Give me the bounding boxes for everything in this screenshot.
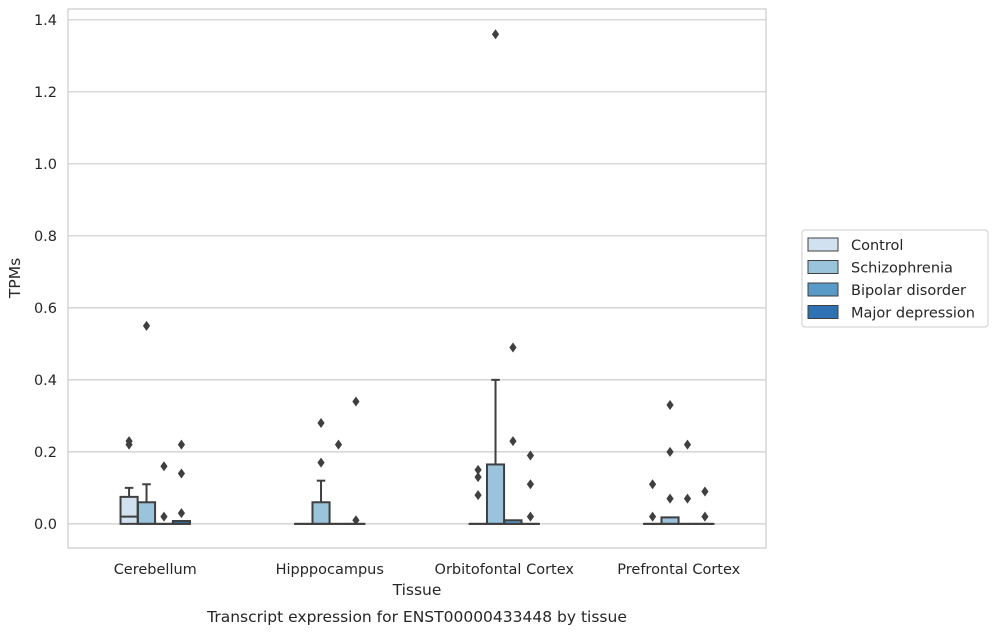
- box-iqr: [311, 501, 331, 525]
- outliers: [125, 29, 709, 526]
- box-control: [119, 486, 139, 525]
- chart-caption: Transcript expression for ENST0000043344…: [206, 608, 627, 626]
- legend-label: Bipolar disorder: [851, 283, 966, 299]
- outlier-point: [526, 511, 535, 522]
- outlier-point: [526, 479, 535, 490]
- outlier-point: [352, 396, 360, 407]
- outlier-point: [334, 439, 343, 450]
- outlier-point: [177, 508, 186, 519]
- box-schizophrenia: [311, 479, 331, 525]
- y-tick-labels: 0.0 0.2 0.4 0.6 0.8 1.0 1.2 1.4: [34, 13, 57, 533]
- outlier-point: [160, 461, 168, 472]
- outlier-point: [683, 493, 692, 504]
- boxes: [119, 378, 715, 525]
- outlier-point: [666, 446, 674, 457]
- y-tick-label: 1.0: [34, 157, 57, 173]
- y-tick-label: 0.4: [34, 373, 57, 389]
- box-iqr: [136, 501, 157, 525]
- outlier-point: [666, 400, 674, 411]
- outlier-point: [509, 342, 517, 353]
- y-tick-label: 0.0: [34, 517, 57, 533]
- outlier-point: [648, 511, 657, 522]
- box-iqr: [485, 463, 506, 525]
- legend-label: Control: [851, 238, 903, 254]
- x-tick-label: Prefrontal Cortex: [617, 562, 740, 578]
- legend-frame: [801, 229, 989, 328]
- outlier-point: [491, 29, 500, 40]
- y-tick-label: 0.8: [34, 229, 57, 245]
- outlier-point: [160, 511, 168, 522]
- x-tick-label: Hipppocampus: [276, 562, 384, 578]
- x-tick-label: Cerebellum: [114, 562, 197, 578]
- box-major-depression: [171, 519, 191, 525]
- y-tick-label: 1.2: [34, 85, 57, 101]
- box-iqr: [119, 495, 139, 525]
- x-axis-title: Tissue: [392, 581, 442, 599]
- outlier-point: [526, 450, 535, 461]
- outlier-point: [317, 457, 325, 468]
- legend-items: Control Schizophrenia Bipolar disorder Majo…: [807, 237, 975, 322]
- box-bipolar-disorder: [503, 519, 523, 525]
- outlier-point: [474, 472, 482, 483]
- legend-label: Major depression: [851, 306, 975, 322]
- x-tick-labels: Cerebellum Hipppocampus Orbitofontal Corte…: [114, 562, 741, 578]
- legend: Control Schizophrenia Bipolar disorder Majo…: [801, 229, 989, 328]
- box-schizophrenia: [485, 378, 506, 525]
- y-tick-label: 0.6: [34, 301, 57, 317]
- y-tick-label: 0.2: [34, 445, 57, 461]
- legend-swatch: [807, 237, 839, 252]
- outlier-point: [648, 479, 657, 490]
- y-axis-title: TPMs: [6, 258, 24, 299]
- outlier-point: [142, 320, 151, 331]
- box-schizophrenia: [136, 483, 157, 525]
- outlier-point: [701, 511, 709, 522]
- outlier-point: [683, 439, 692, 450]
- box-schizophrenia: [660, 516, 680, 525]
- outlier-point: [474, 464, 482, 475]
- y-tick-label: 1.4: [34, 13, 57, 29]
- plot-frame: [67, 8, 767, 549]
- outlier-point: [701, 486, 709, 497]
- outlier-point: [474, 490, 482, 501]
- legend-swatch: [807, 282, 839, 297]
- outlier-point: [125, 436, 133, 447]
- outlier-point: [666, 493, 674, 504]
- outlier-point: [352, 515, 360, 526]
- gridlines: [68, 19, 766, 525]
- legend-swatch: [807, 260, 839, 274]
- x-tick-label: Orbitofontal Cortex: [435, 562, 575, 578]
- outlier-point: [177, 468, 186, 479]
- outlier-point: [509, 436, 517, 447]
- outlier-point: [177, 439, 186, 450]
- legend-swatch: [807, 305, 839, 319]
- legend-label: Schizophrenia: [851, 261, 953, 277]
- outlier-point: [317, 418, 325, 429]
